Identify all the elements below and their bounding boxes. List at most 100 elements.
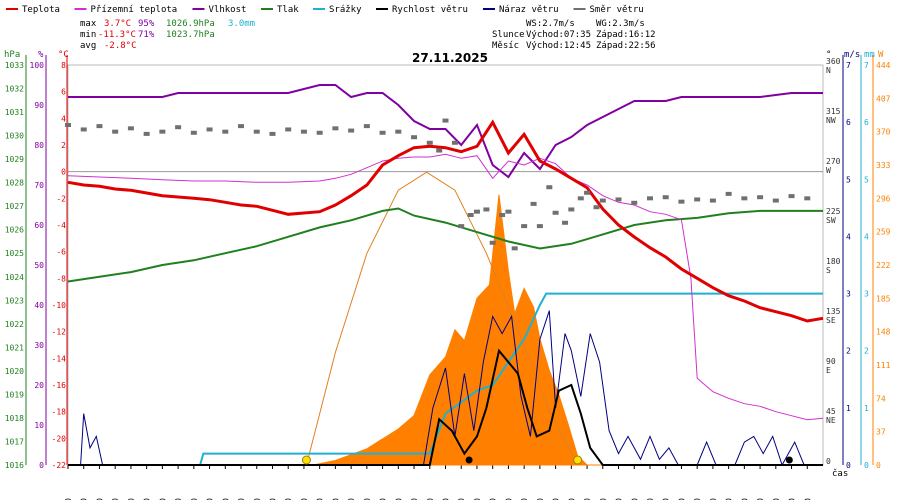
temp-tick-2: -18 [52,408,67,417]
x-axis-label: čas [832,468,848,479]
chart-title: 27.11.2025 [412,51,488,65]
ms-tick-6: 6 [846,118,851,127]
ms-tick-7: 7 [846,61,851,70]
temp-tick-11: 0 [61,168,66,177]
time-tick-0: 00:00 [64,498,73,500]
rain-line [68,292,823,466]
w-tick-3: 111 [876,361,891,370]
time-tick-31: 15:30 [552,498,561,500]
hpa-tick-15: 1031 [5,108,24,117]
wind-direction-point-10 [222,129,229,134]
wind-direction-point-18 [348,128,355,133]
w-tick-0: 0 [876,461,881,470]
wind-speed-line [68,348,823,466]
wind-direction-point-21 [395,129,402,134]
wind-direction-point-54 [741,196,748,201]
time-tick-3: 01:30 [111,498,120,500]
hpa-tick-1: 1017 [5,437,24,446]
mm-tick-5: 5 [864,175,869,184]
info-ws: WS:2.7m/s [526,19,575,29]
wind-direction-point-56 [772,198,779,203]
w-tick-7: 259 [876,228,891,237]
dir-unit: ° [826,50,831,60]
temperature-line [67,119,824,323]
dir-compass-1: NE [826,416,836,425]
info-wg: WG:2.3m/s [596,19,645,29]
wind-direction-point-57 [788,194,795,199]
wind-direction-point-36 [530,201,537,206]
dir-compass-8: N [826,66,831,75]
mm-tick-4: 4 [864,232,869,241]
time-tick-1: 00:30 [80,498,89,500]
temp-tick-4: -14 [52,354,67,363]
wind-direction-point-5 [143,131,150,136]
time-tick-13: 06:30 [268,498,277,500]
wind-direction-point-44 [593,205,600,210]
time-tick-41: 20:30 [709,498,718,500]
time-tick-44: 22:00 [756,498,765,500]
time-tick-27: 13:30 [489,498,498,500]
wind-direction-point-33 [505,209,512,214]
time-tick-9: 04:30 [206,498,215,500]
w-tick-8: 296 [876,194,891,203]
time-tick-43: 21:30 [740,498,749,500]
hpa-tick-7: 1023 [5,296,24,305]
temp-tick-0: -22 [52,461,67,470]
time-tick-46: 23:00 [788,498,797,500]
stats-avg-temp: -2.8°C [104,41,137,51]
wind-direction-point-53 [725,191,732,196]
humidity-line [68,84,823,179]
wind-direction-point-35 [521,224,528,229]
solar-theoretical-line [306,171,579,466]
wind-direction-point-4 [127,126,134,131]
stats-min-press: 1023.7hPa [166,30,215,40]
temp-tick-9: -4 [56,221,66,230]
stats-block: max 3.7°C 95% 1026.9hPa 3.0mm min -11.3°… [80,19,255,51]
wind-direction-point-39 [552,210,559,215]
wind-direction-point-48 [646,196,653,201]
pct-tick-16: 80 [34,141,44,150]
wind-direction-point-2 [96,124,103,129]
ms-tick-1: 1 [846,404,851,413]
temp-unit: °C [58,50,69,60]
dir-compass-7: NW [826,116,836,125]
time-tick-35: 17:30 [615,498,624,500]
wind-direction-point-1 [80,127,87,132]
stats-min-temp: -11.3°C [98,30,136,40]
hpa-tick-2: 1018 [5,414,24,423]
wind-direction-point-3 [112,129,119,134]
time-tick-19: 09:30 [363,498,372,500]
wind-direction-point-12 [253,129,260,134]
hpa-tick-8: 1024 [5,273,24,282]
moon-marker-1 [785,456,793,464]
ms-unit: m/s [844,50,860,60]
temp-tick-10: -2 [56,194,66,203]
wind-direction-point-22 [411,135,418,140]
w-tick-9: 333 [876,161,891,170]
stats-max-label: max [80,19,97,29]
w-tick-4: 148 [876,328,891,337]
ms-tick-0: 0 [846,461,851,470]
temp-tick-13: 4 [61,114,66,123]
axes: 1016101710181019102010211022102310241025… [5,55,891,500]
pct-tick-2: 10 [34,421,44,430]
stats-min-label: min [80,30,96,40]
moon-marker-0 [465,456,473,464]
wind-direction-point-50 [678,199,685,204]
dir-tick-2: 90 [826,357,836,366]
time-tick-37: 18:30 [646,498,655,500]
wind-direction-point-11 [238,124,245,129]
hpa-tick-9: 1025 [5,249,24,258]
wind-direction-point-8 [190,130,197,135]
info-moonrise: Východ:12:45 [526,41,591,51]
temp-tick-7: -8 [56,274,66,283]
time-tick-6: 03:00 [158,498,167,500]
legend-label-5: Rychlost větru [392,5,468,15]
time-tick-22: 11:00 [410,498,419,500]
time-tick-36: 18:00 [630,498,639,500]
mm-unit: mm [864,50,875,60]
w-tick-2: 74 [876,394,886,403]
pressure-line [67,207,823,283]
temp-tick-14: 6 [61,88,66,97]
wind-direction-point-29 [473,209,480,214]
